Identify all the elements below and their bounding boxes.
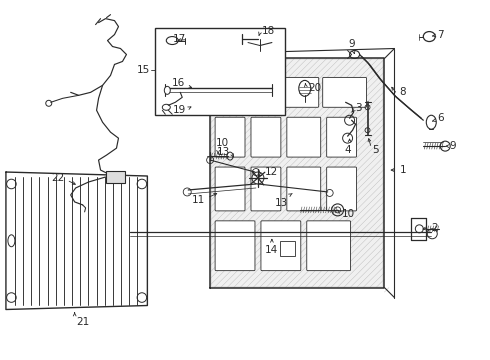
Text: 10: 10 xyxy=(342,209,355,219)
Text: 1: 1 xyxy=(399,165,406,175)
Bar xyxy=(212,60,383,285)
Text: 21: 21 xyxy=(76,318,89,328)
Text: 18: 18 xyxy=(262,26,275,36)
Bar xyxy=(155,28,285,115)
FancyBboxPatch shape xyxy=(215,77,265,107)
FancyBboxPatch shape xyxy=(269,77,319,107)
FancyBboxPatch shape xyxy=(287,117,321,157)
FancyBboxPatch shape xyxy=(215,221,255,271)
FancyBboxPatch shape xyxy=(323,77,367,107)
Text: 13: 13 xyxy=(217,147,230,157)
Text: 5: 5 xyxy=(372,145,379,155)
FancyBboxPatch shape xyxy=(327,167,357,211)
Text: 19: 19 xyxy=(173,105,186,115)
Text: 15: 15 xyxy=(137,66,150,76)
FancyBboxPatch shape xyxy=(287,167,321,211)
Text: 14: 14 xyxy=(265,245,278,255)
Text: 12: 12 xyxy=(265,167,278,177)
Text: 10: 10 xyxy=(216,138,229,148)
Text: 6: 6 xyxy=(437,113,444,123)
Bar xyxy=(210,58,385,288)
FancyBboxPatch shape xyxy=(215,117,245,157)
Text: 11: 11 xyxy=(192,195,205,205)
Text: 22: 22 xyxy=(51,173,65,183)
FancyBboxPatch shape xyxy=(327,117,357,157)
Text: 7: 7 xyxy=(437,30,444,40)
FancyBboxPatch shape xyxy=(251,117,281,157)
Text: 9: 9 xyxy=(348,39,355,49)
Text: 3: 3 xyxy=(356,103,362,113)
FancyBboxPatch shape xyxy=(261,221,301,271)
Text: 8: 8 xyxy=(399,87,406,97)
Text: 17: 17 xyxy=(173,33,186,44)
Text: 9: 9 xyxy=(449,141,456,151)
Ellipse shape xyxy=(164,86,171,94)
Text: 16: 16 xyxy=(172,78,185,88)
Bar xyxy=(105,171,125,183)
Text: 4: 4 xyxy=(344,145,351,155)
FancyBboxPatch shape xyxy=(215,167,245,211)
Text: 13: 13 xyxy=(275,198,289,208)
Bar xyxy=(280,241,295,256)
Text: 2: 2 xyxy=(431,223,438,233)
FancyBboxPatch shape xyxy=(307,221,350,271)
FancyBboxPatch shape xyxy=(251,167,281,211)
Text: 20: 20 xyxy=(308,84,321,93)
